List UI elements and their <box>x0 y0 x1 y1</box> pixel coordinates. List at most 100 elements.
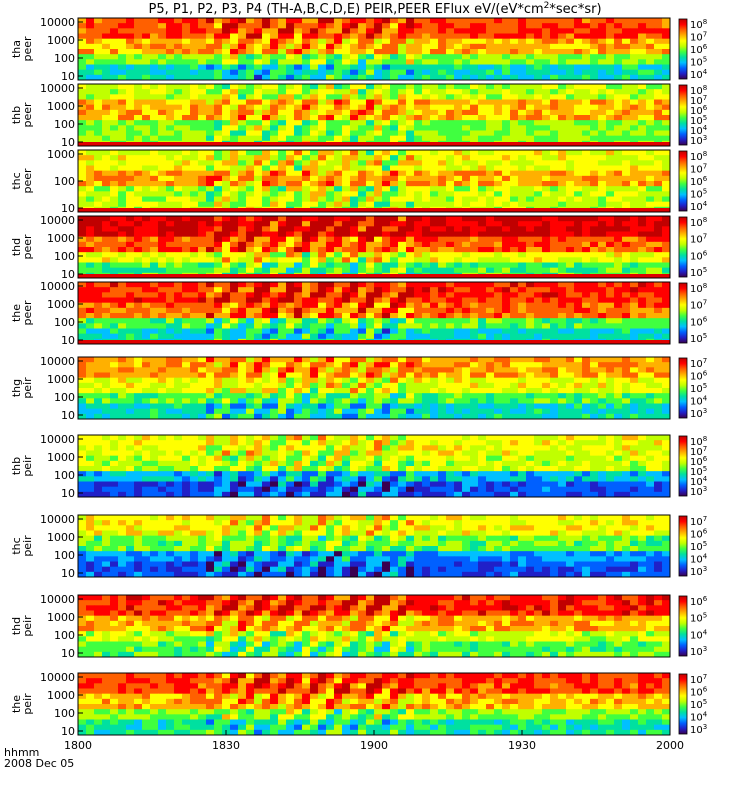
low-energy-hot-strip <box>78 274 670 278</box>
y-tick-label: 1000 <box>47 100 75 113</box>
date-label: 2008 Dec 05 <box>4 757 74 770</box>
y-tick-label: 1000 <box>47 689 75 702</box>
colorbar-tick-label: 108 <box>690 216 707 229</box>
colorbar-tick-label: 104 <box>690 711 708 724</box>
low-energy-hot-strip <box>78 142 670 146</box>
colorbar-tick-label: 106 <box>690 595 708 608</box>
y-tick-label: 10000 <box>40 280 75 293</box>
y-tick-label: 10 <box>61 136 75 149</box>
colorbar-tick-label: 107 <box>690 357 707 370</box>
colorbar-tick-label: 108 <box>690 282 707 295</box>
colorbar-tick-label: 106 <box>690 315 708 328</box>
panel-label: thcpeir <box>10 535 34 557</box>
colorbar-tick-label: 108 <box>690 435 707 448</box>
colorbar-tick-label: 103 <box>690 485 707 498</box>
colorbar-tick-label: 104 <box>690 124 708 137</box>
y-tick-label: 10 <box>61 567 75 580</box>
heatmap-image <box>78 282 671 345</box>
y-tick-label: 10000 <box>40 355 75 368</box>
colorbar-tick-label: 107 <box>690 673 707 686</box>
colorbar-tick-label: 104 <box>690 553 708 566</box>
colorbar-tick-label: 105 <box>690 266 707 279</box>
title-tail: *sec*sr) <box>549 2 601 17</box>
y-tick-label: 100 <box>54 175 75 188</box>
time-axis: 1800 1830 1900 1930 2000 <box>64 730 684 752</box>
x-tick-label: 2000 <box>656 739 684 752</box>
colorbar-tick-label: 105 <box>690 540 707 553</box>
colorbar <box>678 18 688 80</box>
colorbar-tick-label: 103 <box>690 407 707 420</box>
colorbar-tick-label: 105 <box>690 188 707 201</box>
colorbar-tick-label: 106 <box>690 686 708 699</box>
panel-label: thgpeir <box>10 377 34 399</box>
colorbar-tick-label: 106 <box>690 175 708 188</box>
y-tick-label: 100 <box>54 52 75 65</box>
panel-label: thapeer <box>10 36 34 62</box>
y-tick-label: 10000 <box>40 671 75 684</box>
colorbar-tick-label: 107 <box>690 163 707 176</box>
heatmap-image <box>78 515 671 578</box>
panel-label: thbpeir <box>10 455 34 477</box>
colorbar <box>678 435 688 497</box>
colorbar-tick-label: 103 <box>690 565 707 578</box>
y-tick-label: 1000 <box>47 451 75 464</box>
panel-label: thcpeer <box>10 168 34 194</box>
x-tick-label: 1930 <box>508 739 536 752</box>
panel-label: thepeer <box>10 300 34 326</box>
heatmap-image <box>78 84 671 147</box>
colorbar-tick-label: 103 <box>690 723 707 736</box>
panel-stack: 10000100010010thapeer1081071061051041000… <box>10 16 708 738</box>
colorbar-tick-label: 104 <box>690 68 708 81</box>
y-tick-label: 10 <box>61 409 75 422</box>
colorbar-tick-label: 108 <box>690 150 707 163</box>
y-tick-label: 100 <box>54 469 75 482</box>
y-tick-label: 10000 <box>40 16 75 29</box>
colorbar <box>678 673 688 735</box>
y-tick-label: 10 <box>61 725 75 738</box>
heatmap-image <box>78 216 671 279</box>
colorbar-tick-label: 107 <box>690 445 707 458</box>
colorbar-tick-label: 105 <box>690 698 707 711</box>
colorbar-tick-label: 103 <box>690 645 707 658</box>
panel-label: thdpeer <box>10 234 34 260</box>
panel-frame <box>77 514 671 578</box>
heatmap-image <box>78 150 671 213</box>
panel-frame <box>77 17 671 81</box>
y-tick-label: 10000 <box>40 433 75 446</box>
colorbar-tick-label: 106 <box>690 370 708 383</box>
y-tick-label: 10000 <box>40 513 75 526</box>
low-energy-hot-strip <box>78 208 670 212</box>
colorbar-tick-label: 106 <box>690 43 708 56</box>
colorbar-tick-label: 106 <box>690 528 708 541</box>
x-tick-label: 1800 <box>64 739 92 752</box>
colorbar-tick-label: 105 <box>690 332 707 345</box>
colorbar-tick-label: 105 <box>690 382 707 395</box>
y-tick-label: 100 <box>54 707 75 720</box>
colorbar-tick-label: 107 <box>690 299 707 312</box>
y-tick-label: 10 <box>61 487 75 500</box>
y-tick-label: 100 <box>54 629 75 642</box>
y-tick-label: 1000 <box>47 34 75 47</box>
colorbar <box>678 84 688 146</box>
low-energy-hot-strip <box>78 340 670 344</box>
colorbar <box>678 216 688 278</box>
heatmap-image <box>78 18 671 81</box>
heatmap-image <box>78 357 671 420</box>
colorbar-tick-label: 104 <box>690 200 708 213</box>
colorbar-tick-label: 106 <box>690 249 708 262</box>
heatmap-image <box>78 673 671 736</box>
colorbar-tick-label: 107 <box>690 515 707 528</box>
y-tick-label: 10 <box>61 70 75 83</box>
y-tick-label: 1000 <box>47 531 75 544</box>
panel-frame <box>77 434 671 498</box>
y-tick-label: 1000 <box>47 611 75 624</box>
spectrogram-panel: 10000 1000 100 10 thepeer 108 107 106 105 <box>10 280 708 347</box>
panel-frame <box>77 215 671 279</box>
panel-label: thepeir <box>10 693 34 715</box>
colorbar-tick-label: 108 <box>690 84 707 97</box>
